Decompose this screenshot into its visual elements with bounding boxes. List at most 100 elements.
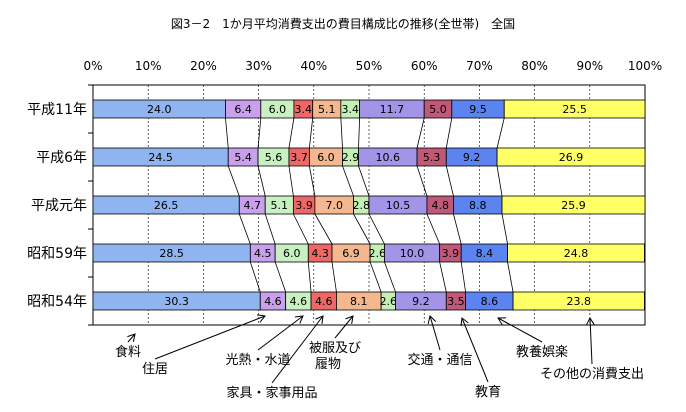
series-connector-line bbox=[249, 261, 261, 293]
data-label: 9.5 bbox=[469, 103, 487, 116]
series-connector-line bbox=[307, 261, 312, 293]
series-annotation-label: 教育 bbox=[475, 384, 501, 400]
data-label: 5.4 bbox=[234, 151, 252, 164]
data-label: 24.0 bbox=[147, 103, 172, 116]
series-connector-line bbox=[353, 213, 371, 245]
category-label: 昭和54年 bbox=[27, 294, 87, 310]
series-connector-line bbox=[416, 165, 428, 197]
data-label: 6.9 bbox=[342, 247, 360, 260]
annotation-arrow bbox=[334, 315, 354, 339]
series-connector-line bbox=[426, 213, 441, 245]
data-label: 8.6 bbox=[481, 295, 499, 308]
series-connector-line bbox=[507, 261, 514, 293]
data-label: 4.6 bbox=[315, 295, 333, 308]
annotation-arrow bbox=[429, 315, 441, 351]
data-label: 5.1 bbox=[318, 103, 336, 116]
series-connector-line bbox=[225, 117, 229, 149]
data-label: 5.3 bbox=[423, 151, 441, 164]
data-label: 2.6 bbox=[369, 247, 387, 260]
data-label: 8.8 bbox=[469, 199, 487, 212]
data-label: 4.3 bbox=[311, 247, 329, 260]
category-label: 平成11年 bbox=[27, 102, 87, 118]
series-annotation-label: 交通・通信 bbox=[407, 352, 472, 368]
data-label: 4.5 bbox=[254, 247, 272, 260]
annotation-arrowhead bbox=[497, 317, 507, 326]
x-tick-label: 60% bbox=[411, 59, 438, 73]
series-connector-line bbox=[227, 165, 240, 197]
series-annotation-label: 教養娯楽 bbox=[516, 344, 568, 360]
data-label: 3.9 bbox=[295, 199, 313, 212]
data-label: 26.9 bbox=[559, 151, 584, 164]
x-tick-label: 90% bbox=[576, 59, 603, 73]
series-annotation-label: 家具・家事用品 bbox=[226, 385, 317, 401]
data-label: 25.9 bbox=[561, 199, 586, 212]
annotation-arrow bbox=[461, 317, 489, 383]
series-annotation-label: 住居 bbox=[142, 362, 168, 377]
data-label: 3.9 bbox=[442, 247, 460, 260]
series-connector-line bbox=[369, 261, 382, 293]
annotation-arrow bbox=[271, 315, 324, 384]
annotation-arrowhead bbox=[127, 333, 136, 343]
x-tick-label: 10% bbox=[135, 59, 162, 73]
chart-title: 図3－2 1か月平均消費支出の費目構成比の推移(全世帯) 全国 bbox=[171, 16, 515, 31]
annotation-arrow bbox=[257, 315, 304, 351]
category-label: 昭和59年 bbox=[27, 246, 87, 262]
data-label: 3.5 bbox=[447, 295, 465, 308]
data-label: 10.5 bbox=[386, 199, 411, 212]
data-label: 11.7 bbox=[380, 103, 405, 116]
data-label: 2.8 bbox=[353, 199, 371, 212]
series-connector-line bbox=[496, 117, 505, 149]
data-label: 8.4 bbox=[476, 247, 494, 260]
series-connector-line bbox=[264, 213, 276, 245]
series-connector-line bbox=[445, 117, 453, 149]
x-tick-label: 80% bbox=[521, 59, 548, 73]
data-label: 5.1 bbox=[271, 199, 289, 212]
bar-segment bbox=[507, 243, 645, 263]
data-label: 5.6 bbox=[265, 151, 283, 164]
annotation-arrow bbox=[154, 315, 266, 360]
data-label: 9.2 bbox=[412, 295, 430, 308]
data-label: 25.5 bbox=[562, 103, 587, 116]
series-connector-line bbox=[257, 117, 262, 149]
bar-layer: 24.0 6.4 6.0 3.4 5.1 3.4 11.7 5.0 9.5 25.5 24.5 5.4… bbox=[92, 99, 646, 311]
data-label: 26.5 bbox=[154, 199, 179, 212]
data-label: 4.6 bbox=[290, 295, 308, 308]
data-label: 4.6 bbox=[264, 295, 282, 308]
annotation-arrowhead bbox=[427, 315, 437, 324]
bar-segment bbox=[503, 99, 646, 119]
annotation-arrowhead bbox=[256, 314, 266, 323]
series-connector-line bbox=[288, 117, 295, 149]
series-connector-line bbox=[257, 165, 266, 197]
series-connector-line bbox=[288, 165, 294, 197]
series-connector-line bbox=[358, 117, 361, 149]
data-label: 4.8 bbox=[431, 199, 449, 212]
series-connector-line bbox=[416, 117, 425, 149]
x-tick-labels: 0% 10% 20% 30% 40% 50% 60% 70% 80% 90% 100% bbox=[83, 59, 662, 73]
x-tick-label: 40% bbox=[300, 59, 327, 73]
x-tick-label: 100% bbox=[628, 59, 662, 73]
data-label: 28.5 bbox=[159, 247, 184, 260]
data-label: 6.0 bbox=[283, 247, 301, 260]
category-label: 平成元年 bbox=[31, 198, 87, 214]
data-label: 7.0 bbox=[325, 199, 343, 212]
annotation-arrow bbox=[127, 333, 136, 343]
data-label: 3.7 bbox=[290, 151, 308, 164]
series-connector-line bbox=[384, 261, 396, 293]
x-tick-label: 50% bbox=[356, 59, 383, 73]
series-annotation-label: 食料 bbox=[115, 344, 141, 360]
bar-segment bbox=[496, 147, 646, 167]
x-tick-label: 30% bbox=[245, 59, 272, 73]
data-label: 3.4 bbox=[295, 103, 313, 116]
connector-lines bbox=[225, 117, 514, 293]
x-tick-label: 0% bbox=[83, 59, 102, 73]
data-label: 6.0 bbox=[317, 151, 335, 164]
data-label: 3.4 bbox=[341, 103, 359, 116]
series-connector-line bbox=[501, 213, 508, 245]
series-connector-line bbox=[308, 165, 316, 197]
series-connector-line bbox=[358, 165, 370, 197]
series-connector-line bbox=[293, 213, 309, 245]
